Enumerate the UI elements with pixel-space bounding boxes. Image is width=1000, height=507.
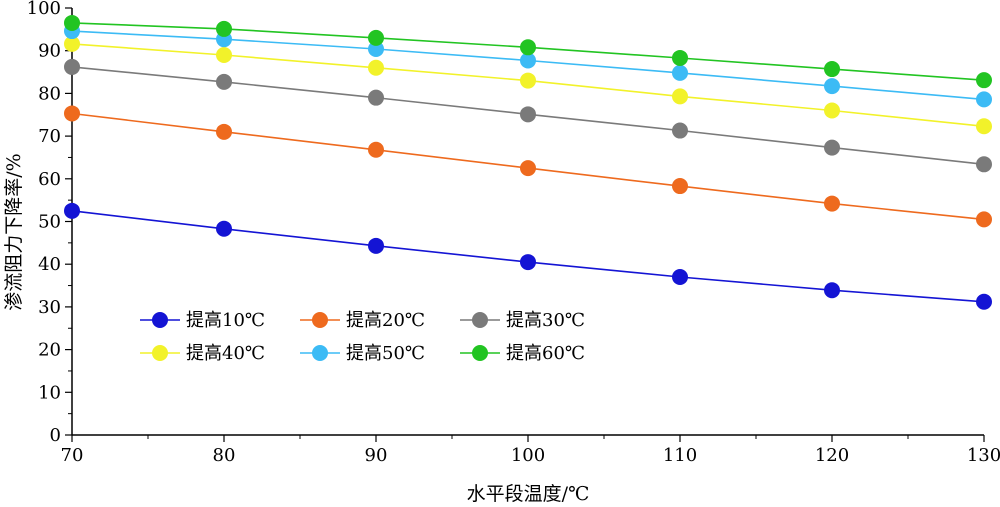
legend-marker xyxy=(472,312,488,328)
legend-label: 提高50℃ xyxy=(346,343,425,364)
data-point xyxy=(976,72,992,89)
y-tick-label: 80 xyxy=(38,83,61,104)
y-tick-label: 50 xyxy=(38,212,61,233)
legend-item: 提高60℃ xyxy=(460,343,585,364)
x-tick-label: 130 xyxy=(967,445,1000,466)
data-point xyxy=(520,106,536,123)
data-point xyxy=(976,211,992,228)
data-point xyxy=(520,254,536,271)
data-point xyxy=(520,39,536,56)
data-point xyxy=(64,202,80,219)
y-tick-label: 0 xyxy=(50,425,61,446)
y-tick-label: 100 xyxy=(27,0,61,19)
data-point xyxy=(64,35,80,52)
data-point xyxy=(672,64,688,81)
data-point xyxy=(976,156,992,173)
legend-marker xyxy=(312,312,328,328)
series-3 xyxy=(64,58,992,173)
legend-label: 提高60℃ xyxy=(506,343,585,364)
data-point xyxy=(368,141,384,158)
series-4 xyxy=(64,35,992,135)
data-point xyxy=(824,195,840,212)
legend-label: 提高10℃ xyxy=(186,310,265,331)
y-tick-label: 90 xyxy=(38,41,61,62)
legend-item: 提高10℃ xyxy=(140,310,265,331)
data-point xyxy=(672,178,688,195)
x-tick-label: 70 xyxy=(61,445,84,466)
data-point xyxy=(672,49,688,66)
legend-marker xyxy=(472,345,488,361)
y-tick-label: 70 xyxy=(38,126,61,147)
legend-label: 提高20℃ xyxy=(346,310,425,331)
data-point xyxy=(520,72,536,89)
data-point xyxy=(824,61,840,78)
legend-item: 提高30℃ xyxy=(460,310,585,331)
series-6 xyxy=(64,14,992,89)
y-tick-label: 40 xyxy=(38,254,61,275)
legend-marker xyxy=(152,312,168,328)
series-5 xyxy=(64,23,992,108)
y-tick-label: 10 xyxy=(38,382,61,403)
y-tick-label: 20 xyxy=(38,340,61,361)
legend-marker xyxy=(312,345,328,361)
data-point xyxy=(672,269,688,286)
data-point xyxy=(520,52,536,69)
data-point xyxy=(368,40,384,57)
data-point xyxy=(216,73,232,90)
data-point xyxy=(216,220,232,237)
data-point xyxy=(824,78,840,95)
x-tick-label: 90 xyxy=(365,445,388,466)
series-layer xyxy=(64,14,992,310)
x-tick-label: 110 xyxy=(663,445,697,466)
legend: 提高10℃ 提高20℃ 提高30℃ 提高40℃ 提高50℃ 提高60℃ xyxy=(140,310,585,364)
legend-marker xyxy=(152,345,168,361)
data-point xyxy=(216,123,232,140)
data-point xyxy=(368,237,384,254)
data-point xyxy=(368,89,384,106)
data-point xyxy=(216,20,232,37)
series-2 xyxy=(64,105,992,228)
legend-item: 提高20℃ xyxy=(300,310,425,331)
y-tick-label: 30 xyxy=(38,297,61,318)
data-point xyxy=(520,160,536,177)
series-1 xyxy=(64,202,992,310)
data-point xyxy=(824,282,840,299)
legend-label: 提高40℃ xyxy=(186,343,265,364)
data-point xyxy=(976,293,992,310)
x-axis-title: 水平段温度/℃ xyxy=(467,483,590,505)
axes: 70 80 90 100 110 120 130 0 10 20 30 40 50 60 70 80 90 100 xyxy=(27,0,1000,466)
data-point xyxy=(216,46,232,63)
data-point xyxy=(64,14,80,31)
data-point xyxy=(368,59,384,76)
legend-label: 提高30℃ xyxy=(506,310,585,331)
legend-item: 提高40℃ xyxy=(140,343,265,364)
data-point xyxy=(824,102,840,119)
data-point xyxy=(976,91,992,108)
x-tick-label: 80 xyxy=(213,445,236,466)
legend-item: 提高50℃ xyxy=(300,343,425,364)
data-point xyxy=(672,88,688,105)
data-point xyxy=(976,118,992,135)
data-point xyxy=(64,105,80,122)
x-tick-label: 120 xyxy=(815,445,849,466)
data-point xyxy=(64,58,80,75)
data-point xyxy=(368,29,384,46)
x-tick-label: 100 xyxy=(511,445,545,466)
y-axis-title: 渗流阻力下降率/% xyxy=(3,153,25,310)
y-tick-label: 60 xyxy=(38,169,61,190)
data-point xyxy=(824,139,840,156)
data-point xyxy=(672,122,688,139)
